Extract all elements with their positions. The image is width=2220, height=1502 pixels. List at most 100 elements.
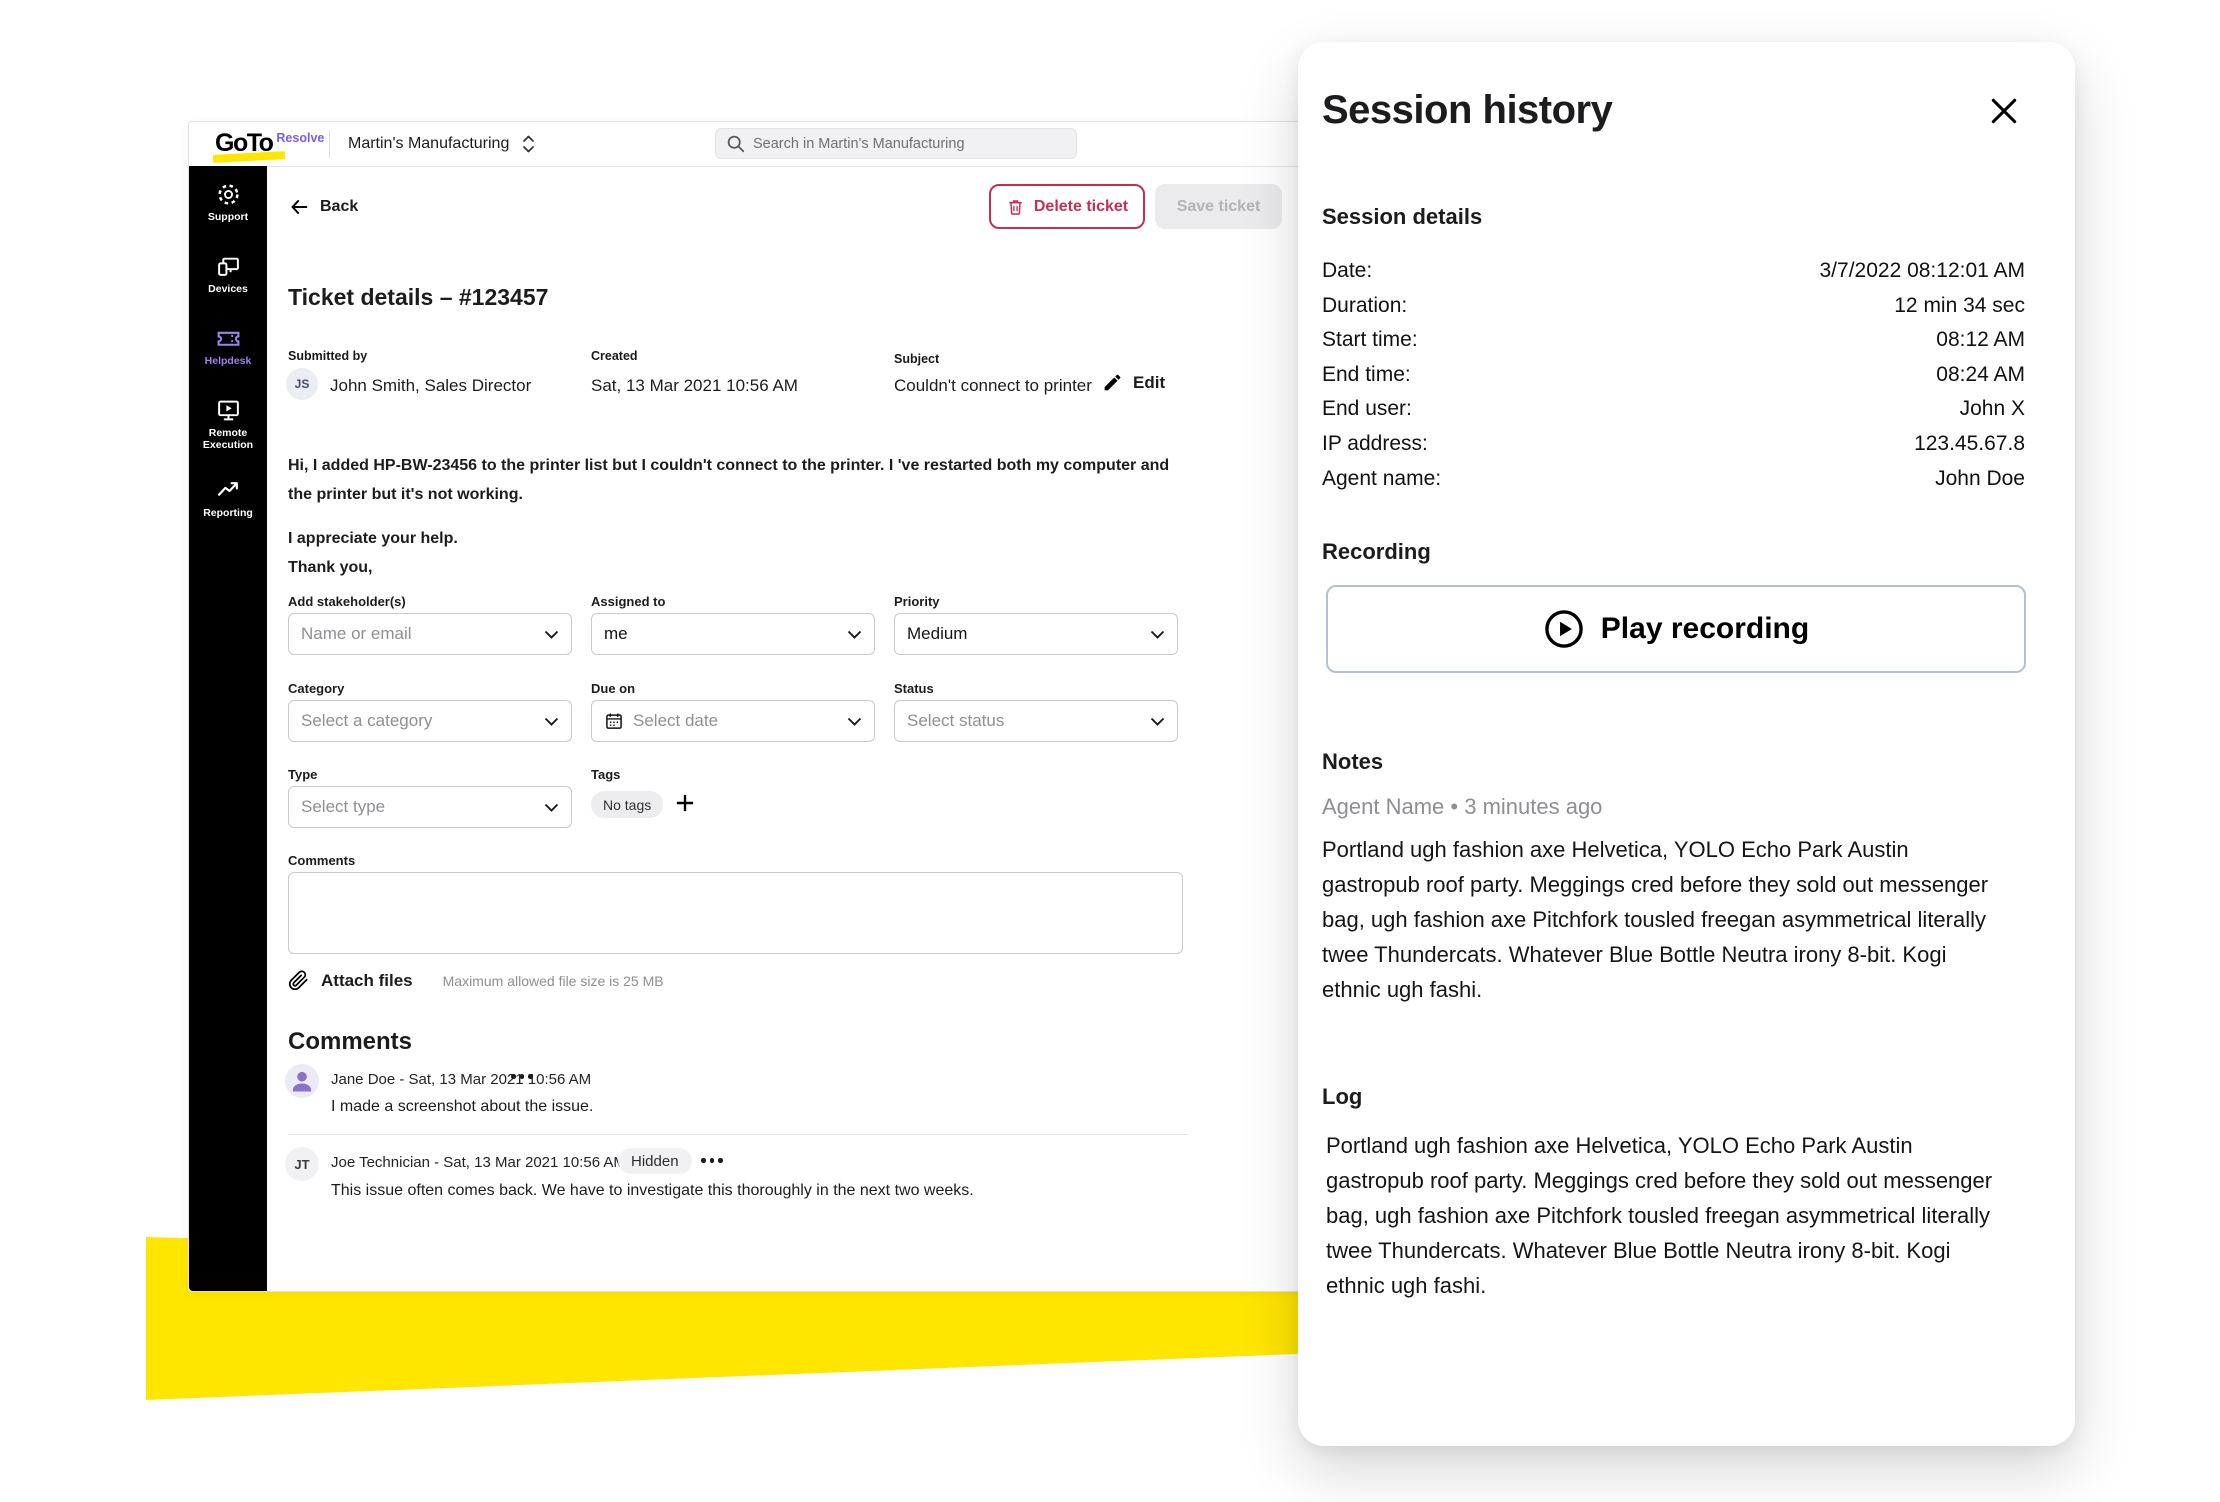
trash-icon — [1009, 199, 1022, 215]
type-placeholder: Select type — [301, 797, 386, 816]
plus-icon — [676, 794, 694, 812]
sidebar-item-label: Helpdesk — [204, 355, 252, 367]
category-placeholder: Select a category — [301, 711, 433, 730]
detail-value: 08:12 AM — [1936, 328, 2025, 352]
ticket-body-text: the printer but it's not working. — [288, 486, 523, 503]
chevron-down-icon — [544, 630, 559, 639]
type-select[interactable]: Select type — [288, 786, 572, 828]
sidebar-item-reporting[interactable]: Reporting — [189, 478, 267, 519]
note-author-byline: Agent Name • 3 minutes ago — [1322, 794, 1603, 819]
play-recording-label: Play recording — [1600, 612, 1810, 645]
detail-value: 3/7/2022 08:12:01 AM — [1819, 259, 2026, 282]
subject-value: Couldn't connect to printer — [894, 376, 1092, 395]
hidden-badge: Hidden — [618, 1148, 692, 1174]
recording-heading: Recording — [1322, 539, 1431, 564]
attach-files-button[interactable]: Attach files Maximum allowed file size i… — [288, 970, 664, 991]
detail-value: John Doe — [1935, 466, 2025, 490]
submitted-by-value: John Smith, Sales Director — [330, 376, 532, 395]
created-label: Created — [591, 349, 638, 363]
sidebar-item-remote-execution[interactable]: Remote Execution — [189, 398, 267, 451]
detail-value: 123.45.67.8 — [1914, 431, 2025, 455]
comment-text: This issue often comes back. We have to … — [331, 1182, 974, 1199]
play-icon — [1545, 610, 1583, 648]
remote-execution-icon — [217, 400, 239, 421]
add-tag-button[interactable] — [672, 790, 698, 821]
company-switcher[interactable]: Martin's Manufacturing — [348, 133, 536, 155]
chevron-down-icon — [1150, 630, 1165, 639]
session-history-title: Session history — [1322, 88, 1613, 132]
play-recording-button[interactable]: Play recording — [1326, 585, 2026, 673]
created-value: Sat, 13 Mar 2021 10:56 AM — [591, 376, 798, 395]
delete-ticket-button[interactable]: Delete ticket — [989, 184, 1145, 229]
detail-row: Duration: 12 min 34 sec — [1322, 289, 2025, 324]
back-button[interactable]: Back — [288, 196, 358, 218]
detail-row: Agent name: John Doe — [1322, 462, 2025, 497]
attach-files-label: Attach files — [321, 970, 413, 990]
topbar-divider — [329, 130, 330, 158]
sidebar-item-support[interactable]: Support — [189, 182, 267, 223]
edit-subject-button[interactable]: Edit — [1102, 372, 1165, 393]
detail-label: Start time: — [1322, 328, 1418, 352]
ticket-body-text: I appreciate your help. — [288, 530, 458, 547]
assigned-to-label: Assigned to — [591, 594, 666, 609]
paperclip-icon — [288, 970, 308, 991]
priority-select[interactable]: Medium — [894, 613, 1178, 655]
page-title: Ticket details – #123457 — [288, 284, 549, 310]
comment-text: I made a screenshot about the issue. — [331, 1098, 594, 1115]
comments-textarea[interactable] — [288, 872, 1183, 954]
chevron-updown-icon — [523, 135, 535, 153]
category-label: Category — [288, 681, 345, 696]
detail-label: IP address: — [1322, 431, 1428, 455]
log-heading: Log — [1322, 1084, 1363, 1109]
sidebar-item-label: Support — [207, 211, 249, 223]
person-icon — [292, 1071, 312, 1092]
comment-author-line: Jane Doe - Sat, 13 Mar 2021 10:56 AM — [331, 1071, 592, 1088]
type-label: Type — [288, 767, 318, 782]
session-details-list: Date: 3/7/2022 08:12:01 AM Duration: 12 mi… — [1322, 254, 2025, 496]
reporting-icon — [217, 482, 238, 496]
close-icon — [1991, 98, 2017, 124]
chevron-down-icon — [544, 803, 559, 812]
search-placeholder: Search in Martin's Manufacturing — [753, 135, 965, 152]
comment-divider — [288, 1134, 1188, 1135]
ticket-content: Back Delete ticket Save ticket Ticket de… — [189, 166, 2069, 1291]
log-text: Portland ugh fashion axe Helvetica, YOLO… — [1326, 1133, 1993, 1298]
more-options-icon[interactable] — [701, 1158, 723, 1163]
stakeholders-select[interactable]: Name or email — [288, 613, 572, 655]
assigned-to-select[interactable]: me — [591, 613, 875, 655]
edit-label: Edit — [1133, 372, 1166, 392]
sidebar-item-helpdesk[interactable]: Helpdesk — [189, 326, 267, 367]
helpdesk-ticket-icon — [217, 331, 239, 346]
goto-logo[interactable]: GoTo Resolve — [212, 129, 324, 163]
priority-value: Medium — [907, 624, 968, 643]
commenter-avatar — [285, 1064, 319, 1098]
due-date-placeholder: Select date — [633, 711, 719, 730]
detail-label: End time: — [1322, 362, 1411, 386]
support-icon — [217, 184, 239, 205]
detail-row: End user: John X — [1322, 392, 2025, 427]
priority-label: Priority — [894, 594, 940, 609]
detail-value: John X — [1959, 397, 2025, 421]
detail-label: Duration: — [1322, 293, 1408, 317]
category-select[interactable]: Select a category — [288, 700, 572, 742]
notes-heading: Notes — [1322, 749, 1384, 774]
no-tags-chip: No tags — [591, 791, 664, 818]
chevron-down-icon — [1150, 717, 1165, 726]
assigned-to-value: me — [604, 624, 628, 643]
sidebar-item-label: Devices — [208, 283, 248, 295]
status-label: Status — [894, 681, 934, 696]
sidebar-item-devices[interactable]: Devices — [189, 254, 267, 295]
due-date-select[interactable]: Select date — [591, 700, 875, 742]
detail-row: Start time: 08:12 AM — [1322, 323, 2025, 358]
comment-author-line: Joe Technician - Sat, 13 Mar 2021 10:56 … — [331, 1154, 626, 1171]
resolve-label: Resolve — [276, 131, 325, 145]
status-select[interactable]: Select status — [894, 700, 1178, 742]
search-input[interactable]: Search in Martin's Manufacturing — [715, 128, 1077, 159]
more-options-icon[interactable] — [511, 1074, 533, 1079]
detail-label: Agent name: — [1322, 466, 1442, 490]
stakeholders-placeholder: Name or email — [301, 624, 412, 643]
save-ticket-button[interactable]: Save ticket — [1155, 184, 1282, 229]
close-panel-button[interactable] — [1985, 92, 2023, 130]
ticket-body-text: Thank you, — [288, 559, 373, 576]
